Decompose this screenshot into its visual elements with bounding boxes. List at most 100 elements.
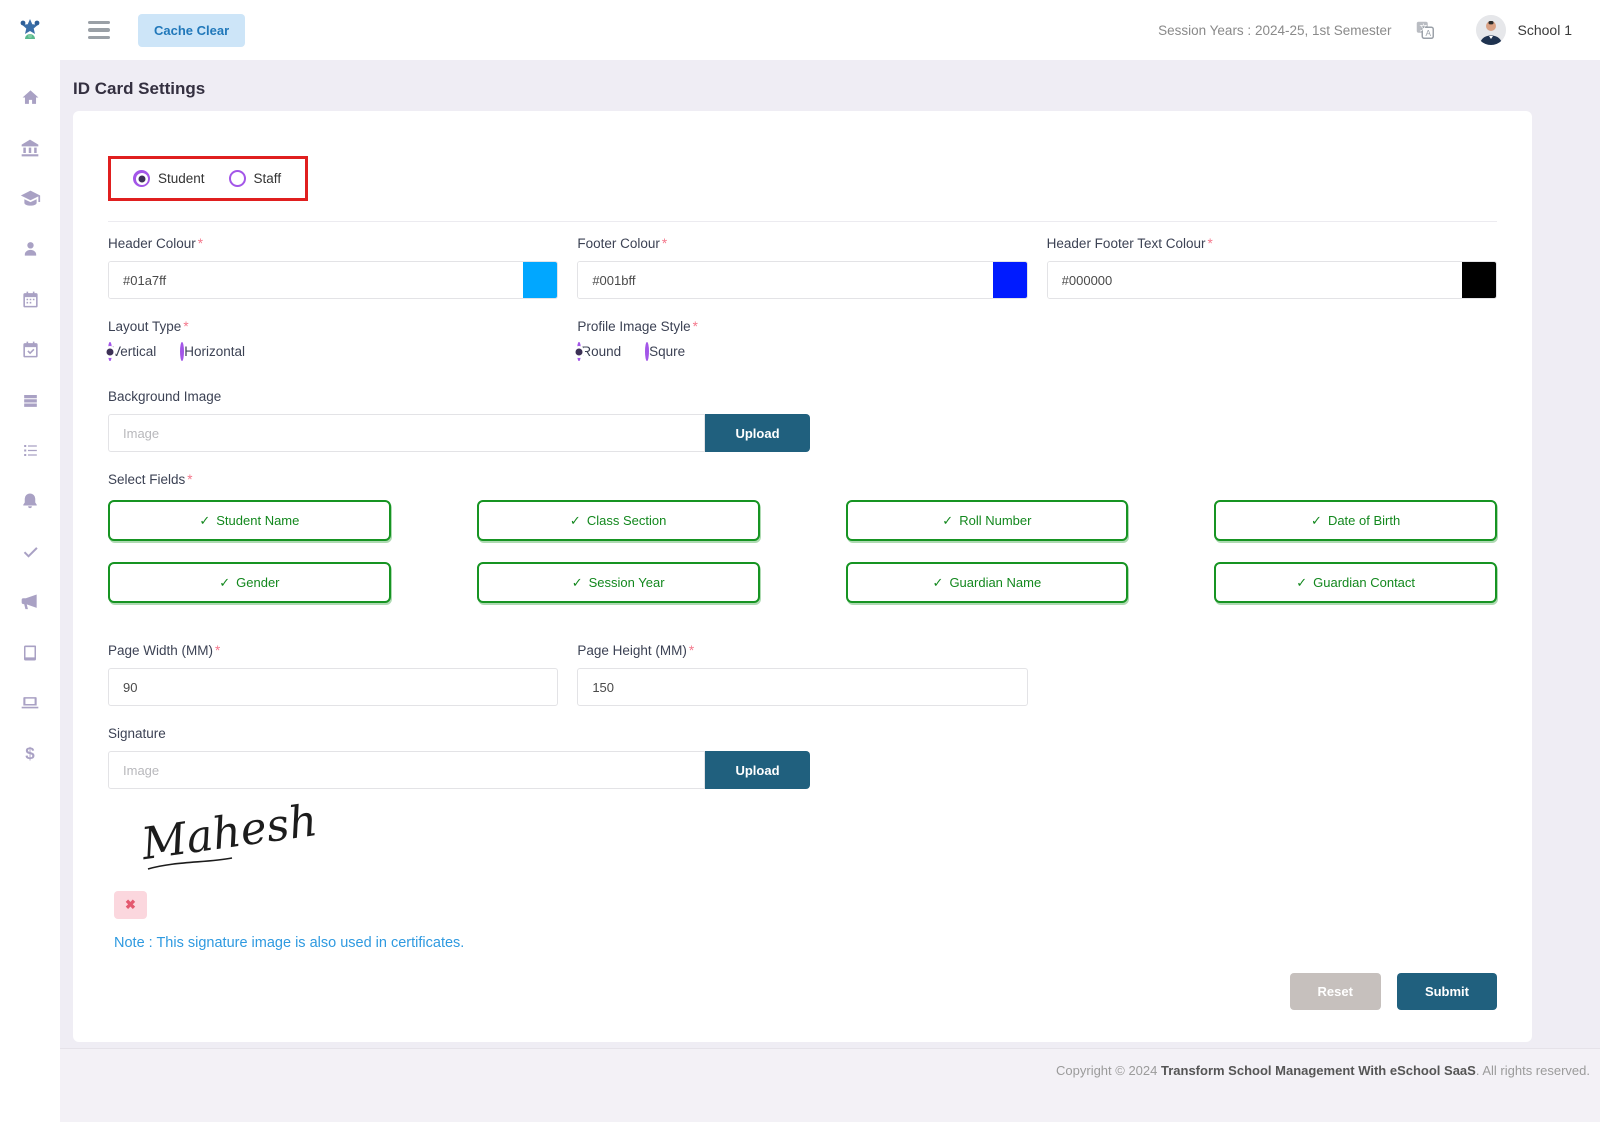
app-logo-icon	[20, 19, 40, 39]
school-name-label[interactable]: School 1	[1517, 22, 1572, 38]
signature-image: Mahesh	[136, 795, 366, 881]
card-type-radio-group: Student Staff	[133, 170, 281, 187]
page-width-field: Page Width (MM) *	[108, 643, 559, 706]
field-button-roll-number[interactable]: ✓ Roll Number	[845, 500, 1129, 541]
field-button-class-section[interactable]: ✓ Class Section	[476, 500, 760, 541]
field-button-gender[interactable]: ✓ Gender	[108, 562, 391, 603]
svg-text:A: A	[1425, 29, 1431, 38]
page-height-field: Page Height (MM) *	[577, 643, 1028, 706]
session-years-label: Session Years : 2024-25, 1st Semester	[1158, 22, 1392, 38]
dollar-icon: $	[25, 743, 35, 763]
check-icon: ✓	[1296, 574, 1308, 590]
sidebar-item-exams[interactable]	[0, 375, 60, 426]
select-fields-section: Select Fields * ✓ Student Name ✓ Class Sect…	[108, 472, 1497, 603]
check-icon: ✓	[571, 574, 583, 590]
sidebar-item-students[interactable]	[0, 224, 60, 275]
translate-icon[interactable]: 文 A	[1414, 19, 1436, 41]
sidebar-item-approvals[interactable]	[0, 527, 60, 578]
page-height-input[interactable]	[577, 668, 1028, 706]
sidebar-item-library[interactable]	[0, 628, 60, 679]
sidebar-item-lists[interactable]	[0, 426, 60, 477]
bank-icon	[21, 139, 39, 157]
background-image-input[interactable]	[108, 414, 705, 452]
radio-round[interactable]: Round	[577, 342, 621, 361]
sidebar-item-fees[interactable]: $	[0, 729, 60, 780]
sidebar-item-online-learning[interactable]	[0, 678, 60, 729]
check-icon: ✓	[932, 574, 944, 590]
laptop-icon	[21, 697, 39, 709]
check-icon: ✓	[569, 512, 581, 528]
top-bar: Cache Clear Session Years : 2024-25, 1st…	[0, 0, 1600, 60]
remove-signature-button[interactable]: ✖	[114, 891, 147, 919]
layers-icon	[23, 394, 37, 407]
sidebar-item-institution[interactable]	[0, 123, 60, 174]
footer-colour-swatch[interactable]	[992, 262, 1027, 298]
svg-text:文: 文	[1419, 22, 1427, 32]
menu-toggle-icon[interactable]	[88, 20, 110, 40]
field-button-session-year[interactable]: ✓ Session Year	[476, 562, 760, 603]
page-width-input[interactable]	[108, 668, 559, 706]
annotation-highlight: Student Staff	[108, 156, 309, 201]
radio-unselected-icon	[645, 342, 650, 361]
brand-link[interactable]: Transform School Management With eSchool…	[1161, 1063, 1476, 1078]
background-image-upload-button[interactable]: Upload	[705, 414, 810, 452]
field-button-date-of-birth[interactable]: ✓ Date of Birth	[1214, 500, 1497, 541]
submit-button[interactable]: Submit	[1396, 973, 1497, 1010]
graduation-cap-icon	[20, 190, 40, 206]
bell-icon	[23, 493, 37, 509]
user-icon	[24, 242, 36, 256]
section-divider	[108, 221, 1497, 222]
footer-colour-input[interactable]	[578, 262, 993, 298]
check-icon: ✓	[942, 512, 954, 528]
sidebar-item-attendance[interactable]	[0, 325, 60, 376]
calendar-icon	[22, 291, 38, 308]
sidebar-item-sessions[interactable]	[0, 274, 60, 325]
check-icon: ✓	[199, 512, 211, 528]
page-title: ID Card Settings	[73, 79, 206, 98]
radio-staff[interactable]: Staff	[228, 170, 281, 187]
sidebar-item-dashboard[interactable]	[0, 72, 60, 123]
signature-field: Signature Upload	[108, 726, 1497, 789]
list-icon	[23, 445, 37, 457]
signature-input[interactable]	[108, 751, 705, 789]
header-footer-text-colour-input[interactable]	[1047, 262, 1462, 298]
check-icon: ✓	[219, 574, 231, 590]
radio-horizontal[interactable]: Horizontal	[180, 342, 245, 361]
radio-unselected-icon	[180, 342, 185, 361]
footer-colour-field: Footer Colour *	[577, 236, 1028, 299]
background-image-field: Background Image Upload	[108, 389, 1497, 452]
reset-button[interactable]: Reset	[1289, 973, 1381, 1010]
layout-type-field: Layout Type * Vertical Horizontal	[108, 319, 246, 361]
radio-selected-icon	[133, 170, 150, 187]
page-footer: Copyright © 2024 Transform School Manage…	[60, 1048, 1600, 1122]
calendar-check-icon	[22, 341, 38, 358]
main-content: ID Card Settings Student Staff Header Co…	[60, 60, 1600, 1122]
radio-selected-icon	[108, 342, 112, 361]
sidebar-item-academics[interactable]	[0, 173, 60, 224]
field-button-guardian-name[interactable]: ✓ Guardian Name	[845, 562, 1129, 603]
book-icon	[24, 645, 36, 661]
sidebar-item-announcements[interactable]	[0, 577, 60, 628]
radio-unselected-icon	[228, 170, 246, 187]
radio-vertical[interactable]: Vertical	[108, 342, 156, 361]
cache-clear-button[interactable]: Cache Clear	[138, 13, 246, 47]
signature-note: Note : This signature image is also used…	[114, 935, 465, 951]
home-icon	[22, 90, 38, 104]
header-colour-input[interactable]	[109, 262, 524, 298]
app-logo[interactable]	[0, 15, 60, 45]
copyright-text: Copyright © 2024	[1056, 1063, 1161, 1078]
field-button-student-name[interactable]: ✓ Student Name	[108, 500, 391, 541]
field-button-guardian-contact[interactable]: ✓ Guardian Contact	[1214, 562, 1497, 603]
header-colour-field: Header Colour *	[108, 236, 559, 299]
sidebar-item-notifications[interactable]	[0, 476, 60, 527]
radio-student[interactable]: Student	[133, 170, 205, 187]
close-icon: ✖	[125, 897, 136, 912]
header-footer-text-colour-swatch[interactable]	[1462, 262, 1496, 298]
header-colour-swatch[interactable]	[523, 262, 558, 298]
signature-upload-button[interactable]: Upload	[705, 751, 810, 789]
user-avatar[interactable]	[1475, 15, 1506, 45]
radio-selected-icon	[577, 342, 582, 361]
check-icon	[23, 547, 38, 558]
radio-squre[interactable]: Squre	[645, 342, 685, 361]
svg-text:Mahesh: Mahesh	[137, 803, 320, 870]
